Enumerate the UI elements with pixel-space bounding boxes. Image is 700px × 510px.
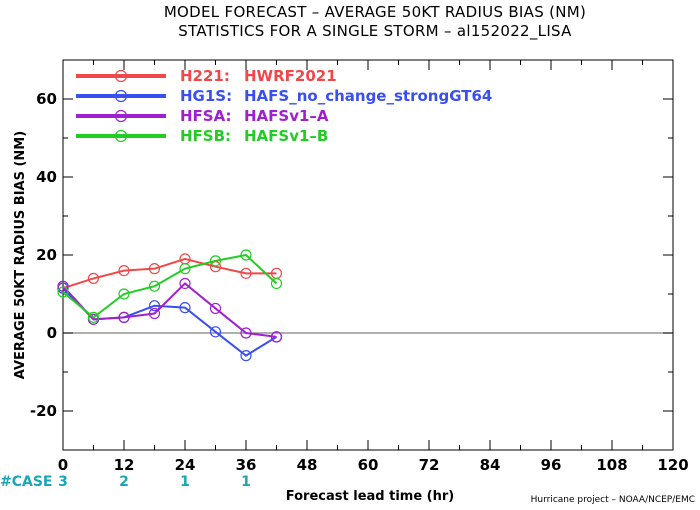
series-point-3	[118, 288, 130, 300]
y-tick-label: 60	[36, 90, 57, 108]
series-point-3	[179, 263, 191, 275]
legend-name-1: HG1S:	[180, 87, 232, 105]
series-point-1	[240, 350, 252, 362]
series-point-2	[57, 280, 69, 292]
series-point-0	[148, 263, 161, 275]
series-point-2	[270, 331, 283, 343]
legend-name-2: HFSA:	[180, 107, 232, 125]
plot-frame	[62, 59, 674, 451]
x-axis-title: Forecast lead time (hr)	[286, 489, 454, 504]
series-point-3	[87, 311, 100, 323]
x-tick-label: 48	[297, 456, 318, 474]
legend-label-1: HAFS_no_change_strongGT64	[244, 87, 492, 105]
series-point-1	[209, 326, 222, 338]
case-count-2: 1	[180, 474, 190, 490]
x-tick-label: 108	[596, 456, 627, 474]
case-count-1: 2	[119, 474, 129, 490]
legend-marker-3	[114, 129, 128, 143]
series-point-2	[209, 302, 222, 315]
series-point-0	[118, 265, 130, 277]
series-point-1	[179, 302, 191, 314]
series-point-2	[118, 311, 130, 323]
chart-subtitle: STATISTICS FOR A SINGLE STORM – al152022…	[178, 22, 572, 41]
y-axis-title: AVERAGE 50KT RADIUS BIAS (NM)	[13, 131, 28, 379]
legend-label-2: HAFSv1–A	[244, 107, 329, 125]
chart-title: MODEL FORECAST – AVERAGE 50KT RADIUS BIA…	[164, 3, 586, 21]
series-point-1	[148, 300, 161, 312]
series-point-0	[87, 272, 100, 284]
x-tick-label: 72	[419, 456, 440, 474]
series-point-3	[270, 277, 283, 290]
series-point-3	[148, 280, 161, 292]
y-tick-label: -20	[30, 402, 57, 420]
series-line-2	[62, 282, 277, 338]
legend-label-3: HAFSv1–B	[244, 127, 328, 145]
series-point-0	[240, 267, 252, 279]
y-tick-label: 20	[36, 246, 57, 264]
series-point-2	[240, 327, 252, 339]
legend-name-3: HFSB:	[180, 127, 231, 145]
x-tick-label: 36	[236, 456, 257, 474]
x-tick-label: 60	[358, 456, 379, 474]
series-point-3	[240, 249, 252, 261]
credit-text: Hurricane project – NOAA/NCEP/EMC	[531, 495, 695, 505]
legend-marker-1	[114, 89, 128, 103]
y-tick-label: 40	[36, 168, 57, 186]
x-tick-label: 120	[657, 456, 688, 474]
legend-marker-2	[114, 109, 128, 123]
case-count-0: 3	[58, 474, 68, 490]
x-tick-label: 12	[114, 456, 135, 474]
legend-label-0: HWRF2021	[244, 67, 337, 85]
legend-marker-0	[114, 69, 128, 83]
x-tick-label: 84	[480, 456, 501, 474]
x-tick-label: 24	[175, 456, 196, 474]
legend-name-0: H221:	[180, 67, 230, 85]
series-point-3	[209, 255, 222, 267]
y-tick-label: 0	[47, 324, 57, 342]
case-count-3: 1	[241, 474, 251, 490]
case-label: #CASE	[0, 474, 53, 490]
series-point-3	[57, 286, 69, 298]
series-point-2	[179, 277, 191, 290]
series-point-2	[148, 307, 161, 320]
x-tick-label: 96	[541, 456, 562, 474]
x-tick-label: 0	[58, 456, 68, 474]
